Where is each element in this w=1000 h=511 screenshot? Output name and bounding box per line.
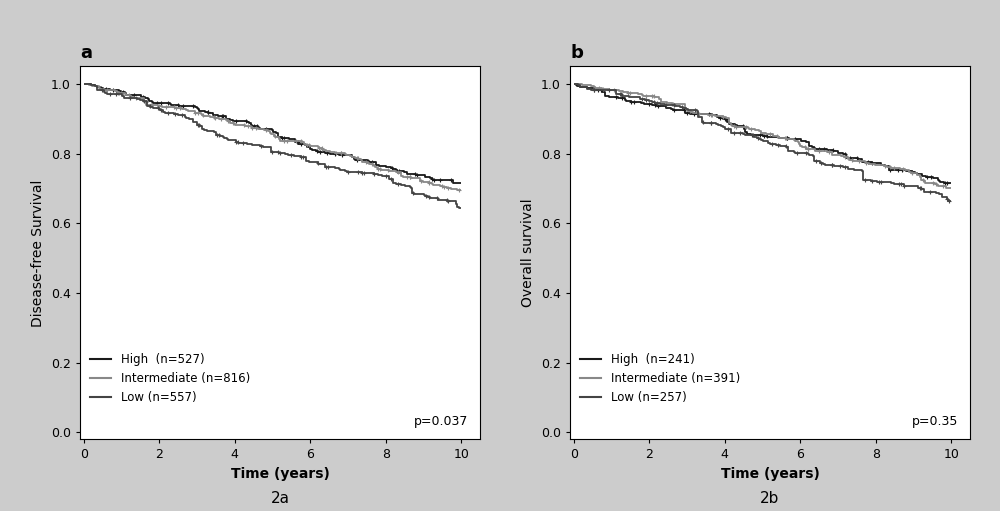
Y-axis label: Overall survival: Overall survival <box>521 199 535 307</box>
Text: b: b <box>570 44 583 62</box>
X-axis label: Time (years): Time (years) <box>231 467 329 481</box>
Text: a: a <box>80 44 92 62</box>
X-axis label: Time (years): Time (years) <box>721 467 819 481</box>
Y-axis label: Disease-free Survival: Disease-free Survival <box>31 179 45 327</box>
Text: p=0.35: p=0.35 <box>912 415 958 428</box>
Text: 2a: 2a <box>270 491 290 506</box>
Text: p=0.037: p=0.037 <box>414 415 468 428</box>
Legend: High  (n=241), Intermediate (n=391), Low (n=257): High (n=241), Intermediate (n=391), Low … <box>580 353 740 404</box>
Text: 2b: 2b <box>760 491 780 506</box>
Legend: High  (n=527), Intermediate (n=816), Low (n=557): High (n=527), Intermediate (n=816), Low … <box>90 353 250 404</box>
